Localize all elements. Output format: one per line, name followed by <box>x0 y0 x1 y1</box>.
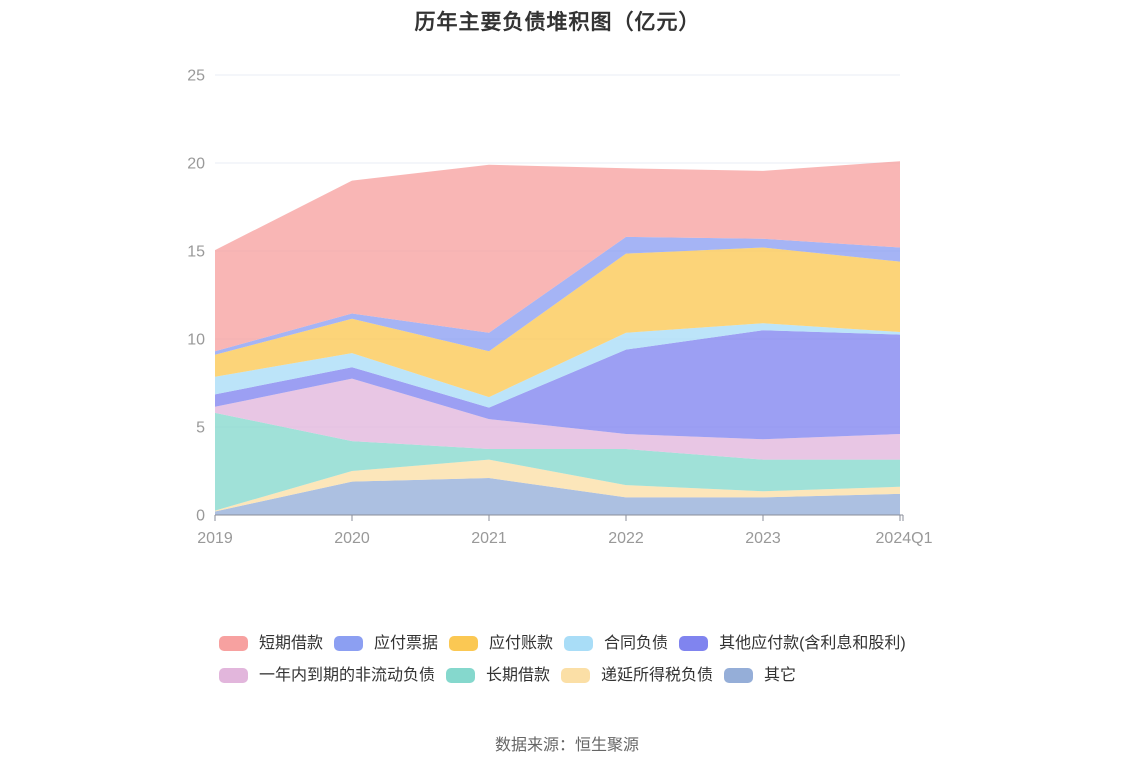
area-series-notes-payable[interactable] <box>215 236 900 355</box>
legend-swatch-long-term-borrowings <box>446 668 476 683</box>
legend-label-non-current-liabilities-due-within-one-year: 一年内到期的非流动负债 <box>259 667 436 684</box>
legend-item-long-term-borrowings[interactable]: 长期借款 <box>446 664 550 687</box>
y-axis-label-10: 10 <box>187 332 205 349</box>
chart-title-wrap: 历年主要负债堆积图（亿元） <box>215 6 900 36</box>
chart-legend: 短期借款 应付票据 应付账款 合同负债 其他应付款(含利息和股利) 一年内到期的非流动负债… <box>219 632 933 687</box>
y-axis-label-15: 15 <box>187 244 205 261</box>
y-axis-label-5: 5 <box>196 420 205 437</box>
x-axis-label-2021: 2021 <box>471 530 507 547</box>
area-series-deferred-tax-liabilities[interactable] <box>215 459 900 512</box>
y-axis-label-0: 0 <box>196 508 205 525</box>
data-source: 数据来源：恒生聚源 <box>494 737 639 754</box>
legend-item-contract-liabilities[interactable]: 合同负债 <box>564 632 668 655</box>
x-axis-label-2023: 2023 <box>745 530 781 547</box>
legend-swatch-notes-payable <box>334 636 364 651</box>
legend-item-accounts-payable[interactable]: 应付账款 <box>449 632 553 655</box>
legend-label-short-term-borrowings: 短期借款 <box>259 635 324 652</box>
legend-swatch-others <box>724 668 754 683</box>
y-axis-label-25: 25 <box>187 68 205 85</box>
chart-title: 历年主要负债堆积图（亿元） <box>414 11 701 34</box>
legend-item-short-term-borrowings[interactable]: 短期借款 <box>219 632 323 655</box>
legend-label-contract-liabilities: 合同负债 <box>604 635 669 652</box>
legend-swatch-other-payables <box>679 636 709 651</box>
area-series-others[interactable] <box>215 478 900 515</box>
x-axis-label-2019: 2019 <box>197 530 233 547</box>
area-series-short-term-borrowings[interactable] <box>215 161 900 352</box>
legend-item-other-payables[interactable]: 其他应付款(含利息和股利) <box>679 632 906 655</box>
stacked-area-chart-canvas[interactable]: 0 5 10 15 20 25 2019 2020 2021 2022 2023 2024Q1 <box>0 0 1134 620</box>
y-axis-label-20: 20 <box>187 156 205 173</box>
area-series-long-term-borrowings[interactable] <box>215 412 900 511</box>
legend-swatch-deferred-tax-liabilities <box>561 668 591 683</box>
legend-label-long-term-borrowings: 长期借款 <box>486 667 551 684</box>
legend-label-deferred-tax-liabilities: 递延所得税负债 <box>601 667 714 684</box>
x-axis-label-2024Q1: 2024Q1 <box>876 530 933 547</box>
legend-item-non-current-liabilities-due-within-one-year[interactable]: 一年内到期的非流动负债 <box>219 664 435 687</box>
legend-swatch-short-term-borrowings <box>219 636 248 651</box>
legend-label-notes-payable: 应付票据 <box>374 635 439 652</box>
legend-swatch-non-current-liabilities-due-within-one-year <box>219 668 248 683</box>
legend-item-deferred-tax-liabilities[interactable]: 递延所得税负债 <box>561 664 713 687</box>
area-series-non-current-liabilities-due-within-one-year[interactable] <box>215 378 900 460</box>
area-series-accounts-payable[interactable] <box>215 247 900 398</box>
legend-label-accounts-payable: 应付账款 <box>489 635 554 652</box>
area-series-other-payables[interactable] <box>215 330 900 440</box>
legend-label-others: 其它 <box>764 667 797 684</box>
x-axis-label-2020: 2020 <box>334 530 370 547</box>
legend-swatch-contract-liabilities <box>564 636 594 651</box>
x-axis-label-2022: 2022 <box>608 530 644 547</box>
legend-item-notes-payable[interactable]: 应付票据 <box>334 632 438 655</box>
area-series-contract-liabilities[interactable] <box>215 323 900 408</box>
legend-swatch-accounts-payable <box>449 636 479 651</box>
legend-label-other-payables: 其他应付款(含利息和股利) <box>719 635 906 652</box>
legend-item-others[interactable]: 其它 <box>724 664 796 687</box>
